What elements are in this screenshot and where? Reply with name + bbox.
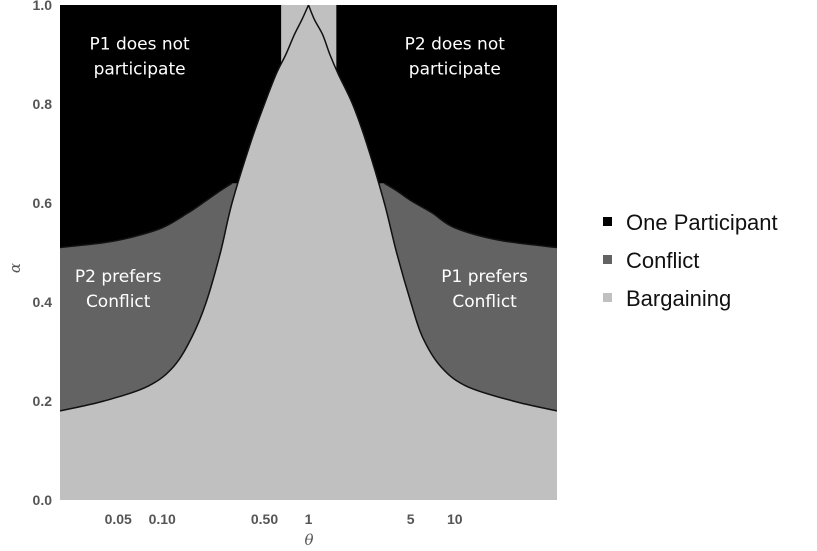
y-tick-label: 0.2 xyxy=(33,393,53,409)
y-axis-ticks: 0.0 0.2 0.4 0.6 0.8 1.0 xyxy=(33,0,53,508)
region-annotation: P2 does not participate xyxy=(405,35,506,80)
y-tick-label: 0.8 xyxy=(33,96,53,112)
region-annotation-line: participate xyxy=(409,59,501,79)
conflict-boundary-right xyxy=(307,5,557,412)
x-tick-label: 5 xyxy=(407,511,415,527)
region-annotation-line: participate xyxy=(94,59,186,79)
y-tick-label: 0.0 xyxy=(33,492,53,508)
y-axis-title: α xyxy=(6,263,24,273)
y-tick-label: 1.0 xyxy=(33,0,53,13)
participation-boundary-right xyxy=(383,182,557,249)
x-tick-label: 10 xyxy=(447,511,463,527)
region-annotation-line: P2 prefers xyxy=(75,267,162,287)
legend-swatch xyxy=(603,217,612,226)
region-annotation: P1 does not participate xyxy=(89,35,190,80)
y-tick-label: 0.6 xyxy=(33,195,53,211)
x-tick-label: 0.50 xyxy=(251,511,278,527)
region-annotation-line: P2 does not xyxy=(405,35,506,55)
region-annotation: P2 prefers Conflict xyxy=(75,267,162,312)
x-axis-ticks: 0.05 0.10 0.50 1 5 10 xyxy=(105,511,463,527)
legend-swatch xyxy=(603,255,612,264)
plot-area xyxy=(60,5,557,500)
legend-label: Bargaining xyxy=(626,286,731,311)
x-tick-label: 0.05 xyxy=(105,511,132,527)
region-annotation-line: Conflict xyxy=(86,292,151,312)
legend-label: Conflict xyxy=(626,248,699,273)
legend-label: One Participant xyxy=(626,210,778,235)
conflict-boundary-left xyxy=(60,5,310,412)
participation-boundary-left xyxy=(60,182,233,249)
region-annotations: P1 does not participate P2 does not partici… xyxy=(75,35,528,312)
region-annotation-line: P1 does not xyxy=(89,35,190,55)
x-tick-label: 1 xyxy=(305,511,313,527)
region-annotation-line: P1 prefers xyxy=(441,267,528,287)
region-annotation: P1 prefers Conflict xyxy=(441,267,528,312)
y-tick-label: 0.4 xyxy=(33,294,53,310)
region-bargaining-band xyxy=(281,5,337,500)
x-axis-title: θ xyxy=(304,531,313,549)
legend-swatch xyxy=(603,293,612,302)
region-annotation-line: Conflict xyxy=(452,292,517,312)
x-tick-label: 0.10 xyxy=(149,511,176,527)
legend: One Participant Conflict Bargaining xyxy=(603,210,778,311)
